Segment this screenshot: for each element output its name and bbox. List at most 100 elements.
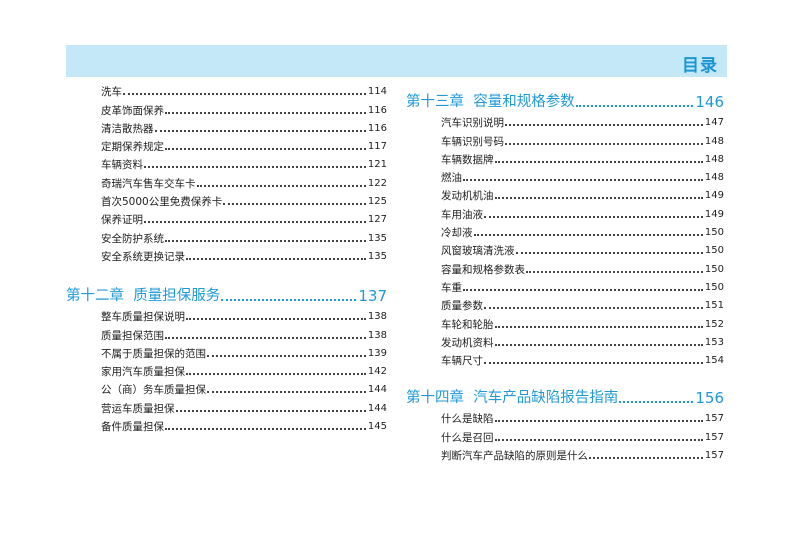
dot-leader: [144, 221, 366, 224]
dot-leader: [494, 343, 703, 346]
toc-entry[interactable]: 判断汽车产品缺陷的原则是什么 157: [441, 444, 724, 462]
dot-leader: [196, 184, 366, 187]
entry-label: 风窗玻璃清洗液: [441, 245, 515, 258]
dot-leader: [175, 409, 366, 412]
toc-entry[interactable]: 营运车质量担保 144: [101, 396, 387, 415]
entry-label: 燃油: [441, 172, 462, 185]
chapter-title: 第十二章 质量担保服务: [66, 288, 221, 304]
toc-entry[interactable]: 奇瑞汽车售车交车卡 122: [101, 171, 387, 190]
toc-entry[interactable]: 备件质量担保 145: [101, 415, 387, 433]
toc-chapter-13: 第十三章 容量和规格参数 146 汽车识别说明 147 车辆识别号码 148 车辆数据牌 14…: [406, 89, 724, 368]
entry-label: 车轮和轮胎: [441, 318, 494, 331]
toc-entry[interactable]: 什么是召回 157: [441, 425, 724, 444]
entry-label: 什么是召回: [441, 431, 494, 444]
toc-entry[interactable]: 公（商）务车质量担保 144: [101, 378, 387, 396]
toc-entry[interactable]: 家用汽车质量担保 142: [101, 360, 387, 378]
page-number: 117: [367, 141, 387, 153]
entry-label: 发动机机油: [441, 190, 494, 203]
page-number: 149: [704, 208, 724, 220]
dot-leader: [186, 257, 366, 260]
toc-entry[interactable]: 首次5000公里免费保养卡 125: [101, 190, 387, 208]
dot-leader: [207, 391, 366, 394]
dot-leader: [515, 252, 703, 255]
dot-leader: [494, 160, 703, 163]
toc-entry[interactable]: 整车质量担保说明 138: [101, 305, 387, 323]
toc-entry[interactable]: 安全防护系统 135: [101, 226, 387, 245]
toc-entry[interactable]: 不属于质量担保的范围 139: [101, 342, 387, 360]
dot-leader: [619, 401, 694, 403]
toc-entry[interactable]: 容量和规格参数表 150: [441, 257, 724, 276]
page-number: 150: [704, 263, 724, 275]
dot-leader: [526, 270, 703, 273]
dot-leader: [494, 325, 703, 328]
chapter-heading[interactable]: 第十四章 汽车产品缺陷报告指南 156: [406, 385, 724, 407]
toc-entry[interactable]: 质量担保范围 138: [101, 323, 387, 342]
entry-label: 质量参数: [441, 300, 483, 313]
entry-label: 车重: [441, 281, 462, 294]
dot-leader: [505, 142, 703, 145]
toc-entry[interactable]: 发动机资料 153: [441, 331, 724, 349]
entry-label: 冷却液: [441, 227, 473, 240]
toc-entry[interactable]: 车轮和轮胎 152: [441, 312, 724, 331]
toc-entry[interactable]: 洗车 114: [101, 80, 387, 98]
entry-label: 发动机资料: [441, 336, 494, 349]
dot-leader: [589, 456, 703, 459]
toc-entry[interactable]: 保养证明 127: [101, 208, 387, 226]
toc-entry[interactable]: 车重 150: [441, 276, 724, 294]
toc-entry[interactable]: 汽车识别说明 147: [441, 111, 724, 129]
toc-left-entries: 洗车 114 皮革饰面保养 116 清洁散热器 116 定期保养规定 117 车辆资料 121 奇瑞…: [101, 80, 387, 263]
dot-leader: [223, 203, 366, 206]
toc-entry[interactable]: 发动机机油 149: [441, 184, 724, 202]
page-number: 145: [367, 421, 387, 433]
entry-label: 质量担保范围: [101, 329, 164, 342]
dot-leader: [463, 288, 703, 291]
dot-leader: [494, 420, 703, 423]
toc-entry[interactable]: 冷却液 150: [441, 221, 724, 239]
page-number: 139: [367, 347, 387, 359]
chapter-heading[interactable]: 第十三章 容量和规格参数 146: [406, 89, 724, 111]
dot-leader: [144, 166, 366, 169]
toc-entry[interactable]: 车辆资料 121: [101, 153, 387, 171]
chapter-page-number: 146: [695, 93, 724, 111]
page-number: 157: [704, 413, 724, 425]
page-number: 152: [704, 318, 724, 330]
page-number: 151: [704, 300, 724, 312]
dot-leader: [473, 234, 703, 237]
entry-label: 安全防护系统: [101, 232, 164, 245]
entry-label: 家用汽车质量担保: [101, 366, 185, 379]
chapter-entries: 汽车识别说明 147 车辆识别号码 148 车辆数据牌 148 燃油 148 发动机机油 149 车…: [441, 111, 724, 367]
toc-entry[interactable]: 风窗玻璃清洗液 150: [441, 239, 724, 257]
page-number: 150: [704, 227, 724, 239]
toc-entry[interactable]: 定期保养规定 117: [101, 135, 387, 153]
page-number: 148: [704, 172, 724, 184]
entry-label: 公（商）务车质量担保: [101, 384, 206, 397]
toc-entry[interactable]: 车辆数据牌 148: [441, 148, 724, 166]
entry-label: 保养证明: [101, 214, 143, 227]
page-number: 116: [367, 104, 387, 116]
page-number: 138: [367, 329, 387, 341]
toc-entry[interactable]: 安全系统更换记录 135: [101, 245, 387, 263]
page-number: 148: [704, 135, 724, 147]
page-number: 150: [704, 281, 724, 293]
toc-entry[interactable]: 燃油 148: [441, 166, 724, 184]
toc-entry[interactable]: 车辆尺寸 154: [441, 349, 724, 367]
toc-entry[interactable]: 质量参数 151: [441, 294, 724, 312]
toc-entry[interactable]: 皮革饰面保养 116: [101, 98, 387, 117]
entry-label: 车辆尺寸: [441, 355, 483, 368]
entry-label: 车用油液: [441, 208, 483, 221]
entry-label: 清洁散热器: [101, 122, 154, 135]
entry-label: 汽车识别说明: [441, 117, 504, 130]
chapter-page-number: 137: [358, 287, 387, 305]
dot-leader: [494, 438, 703, 441]
page-number: 138: [367, 311, 387, 323]
chapter-heading[interactable]: 第十二章 质量担保服务 137: [66, 283, 387, 305]
toc-entry[interactable]: 什么是缺陷 157: [441, 407, 724, 425]
toc-entry[interactable]: 清洁散热器 116: [101, 117, 387, 135]
toc-chapter-14: 第十四章 汽车产品缺陷报告指南 156 什么是缺陷 157 什么是召回 157 判断汽车产品…: [406, 385, 724, 462]
dot-leader: [207, 354, 366, 357]
dot-leader: [154, 129, 366, 132]
dot-leader: [494, 197, 703, 200]
toc-entry[interactable]: 车辆识别号码 148: [441, 129, 724, 148]
entry-label: 奇瑞汽车售车交车卡: [101, 177, 196, 190]
toc-entry[interactable]: 车用油液 149: [441, 202, 724, 221]
